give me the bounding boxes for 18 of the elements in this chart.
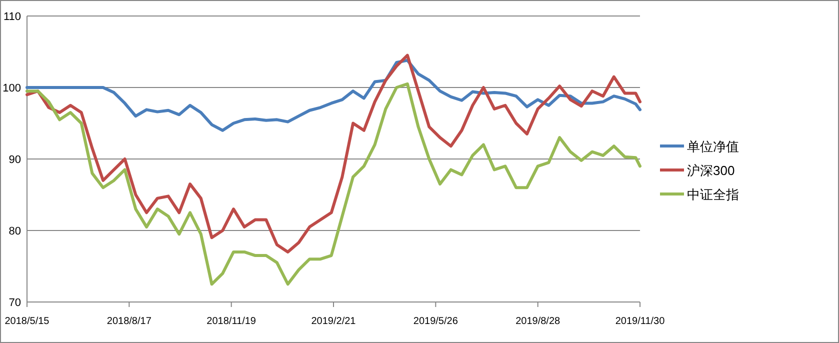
x-tick-label: 2018/5/15	[4, 316, 50, 327]
y-tick-label: 90	[8, 154, 21, 166]
legend-label: 沪深300	[687, 163, 735, 178]
x-tick-label: 2019/2/21	[311, 316, 356, 327]
x-tick-label: 2018/8/17	[106, 316, 152, 327]
line-series	[26, 58, 642, 132]
legend-label: 中证全指	[687, 187, 739, 202]
x-tick-label: 2019/5/26	[413, 316, 458, 327]
line-series	[26, 82, 642, 286]
legend-label: 单位净值	[687, 139, 739, 154]
y-tick-label: 100	[2, 82, 21, 94]
x-tick-label: 2019/8/28	[516, 316, 561, 327]
y-tick-label: 110	[3, 11, 21, 23]
line-series	[26, 54, 642, 254]
x-tick-label: 2019/11/30	[615, 316, 666, 327]
x-tick-label: 2018/11/19	[206, 316, 256, 327]
y-tick-label: 80	[8, 226, 21, 238]
y-tick-label: 70	[8, 297, 21, 309]
